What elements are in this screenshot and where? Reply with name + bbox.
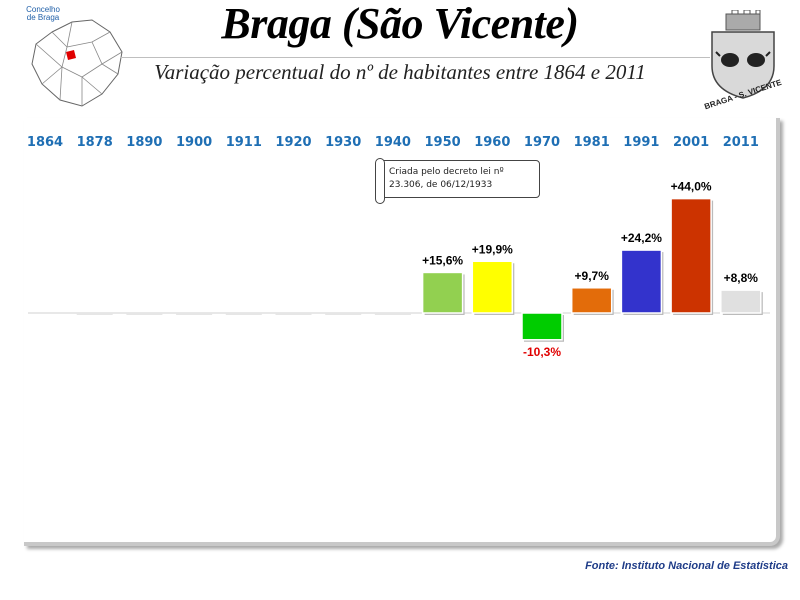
crest-icon [711,9,775,99]
bar [720,289,762,314]
data-label: +24,2% [621,231,662,245]
bar [620,249,663,314]
x-tick-label: 1911 [226,135,262,150]
x-tick-label: 2011 [723,135,759,150]
bar [521,312,563,341]
x-tick-label: 1890 [126,135,162,150]
x-tick-label: 1950 [425,135,461,150]
bar [421,271,464,314]
x-tick-label: 1900 [176,135,212,150]
map-label: Concelho de Braga [26,5,60,22]
source-credit: Fonte: Instituto Nacional de Estatística [585,560,788,572]
data-label: -10,3% [523,345,561,359]
x-tick-label: 1981 [574,135,610,150]
title-divider [120,57,710,58]
coat-of-arms: BRAGA - S. VICENTE [698,9,788,111]
x-tick-label: 2001 [673,135,709,150]
data-label: +19,9% [472,242,513,256]
header: Concelho de Braga Braga (São Vicente) Va… [0,0,800,111]
data-label: +9,7% [575,269,610,283]
x-tick-label: 1970 [524,135,560,150]
x-tick-label: 1930 [325,135,361,150]
x-tick-label: 1864 [27,135,63,150]
x-tick-label: 1991 [623,135,659,150]
data-label: +15,6% [422,253,463,267]
page-title: Braga (São Vicente) [221,0,579,48]
x-tick-label: 1940 [375,135,411,150]
bar [570,287,613,314]
page-subtitle: Variação percentual do nº de habitantes … [154,60,646,84]
x-tick-label: 1878 [77,135,113,150]
bar [471,260,514,314]
map-icon [31,19,123,107]
data-label: +8,8% [724,271,759,285]
municipality-map: Concelho de Braga [22,2,132,114]
bar [670,197,712,314]
annotation-note: Criada pelo decreto lei nº 23.306, de 06… [375,158,540,204]
data-label: +44,0% [671,180,712,194]
x-tick-label: 1960 [474,135,510,150]
x-tick-label: 1920 [275,135,311,150]
